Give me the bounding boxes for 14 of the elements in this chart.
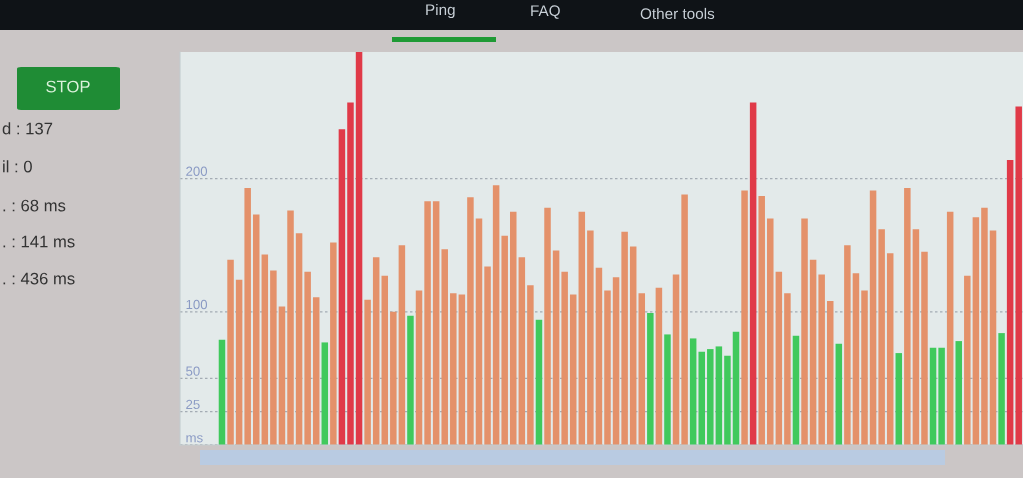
y-tick-label: 100 <box>186 299 208 310</box>
text: il : 0 <box>3 160 32 173</box>
text: . : 436 ms <box>3 272 75 285</box>
text: FAQ <box>531 5 560 19</box>
text: Ping <box>426 3 455 19</box>
y-tick-label: ms <box>186 435 203 443</box>
text: STOP <box>46 80 90 93</box>
text: Other tools <box>640 7 715 20</box>
text: d : 137 <box>2 122 53 135</box>
y-tick-label: 25 <box>186 399 200 410</box>
y-tick-label: 50 <box>186 366 200 376</box>
y-tick-label: 200 <box>186 166 208 176</box>
text: . : 141 ms <box>3 235 75 248</box>
text: . : 68 ms <box>3 199 66 212</box>
